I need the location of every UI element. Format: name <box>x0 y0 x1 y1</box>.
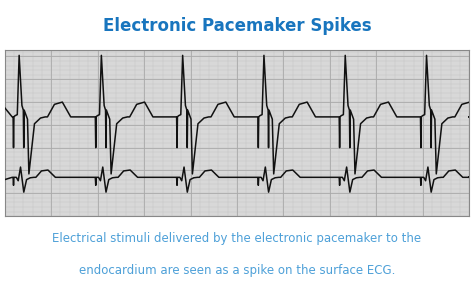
Text: endocardium are seen as a spike on the surface ECG.: endocardium are seen as a spike on the s… <box>79 264 395 277</box>
Text: Electronic Pacemaker Spikes: Electronic Pacemaker Spikes <box>103 17 371 35</box>
Text: Electrical stimuli delivered by the electronic pacemaker to the: Electrical stimuli delivered by the elec… <box>53 232 421 245</box>
